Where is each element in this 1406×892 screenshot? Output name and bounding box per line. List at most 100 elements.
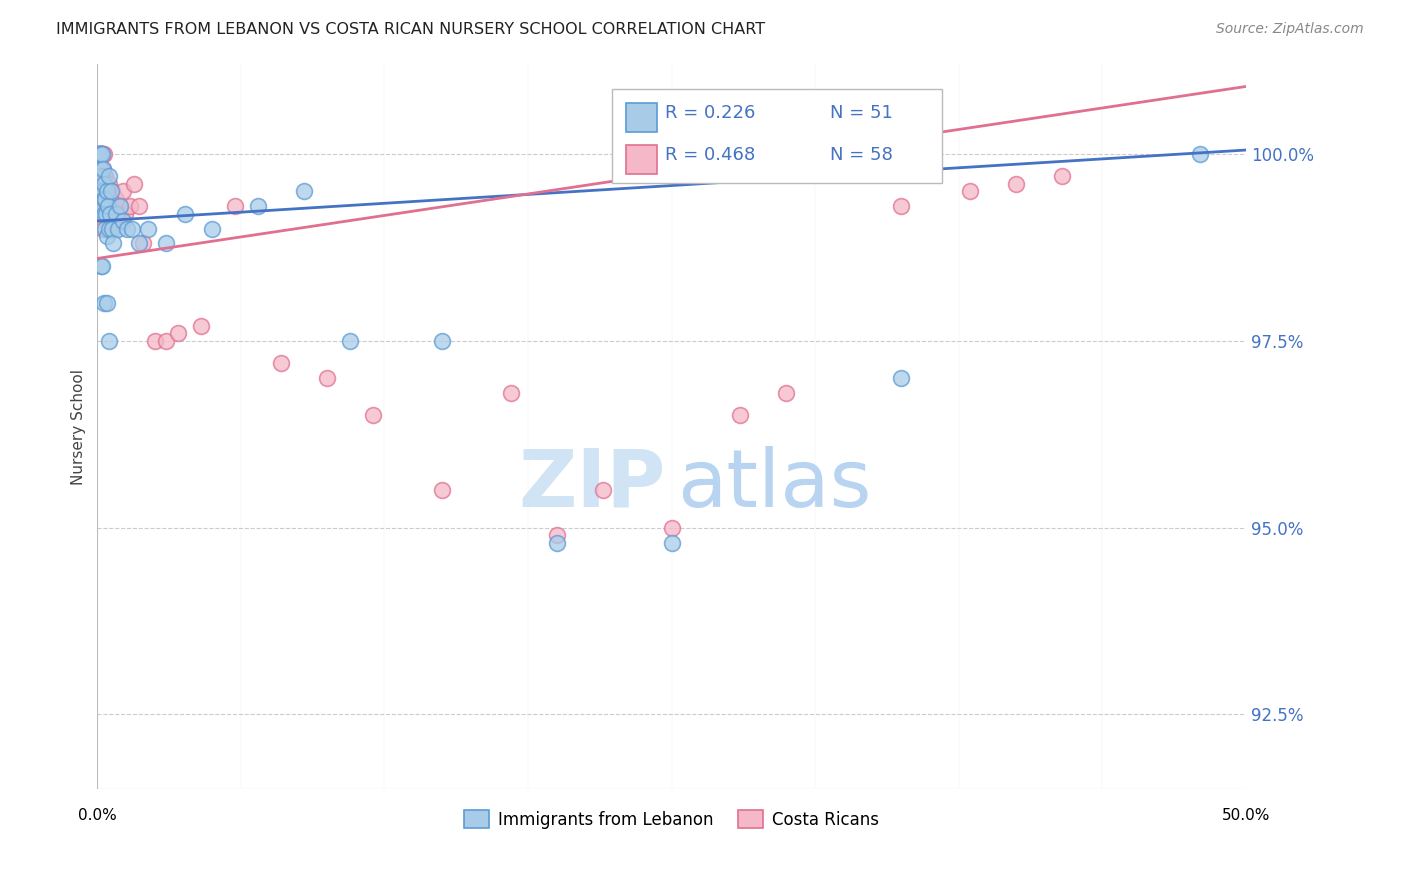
Point	[89, 146, 111, 161]
Point	[93, 146, 115, 161]
Point	[91, 146, 114, 161]
Point	[730, 409, 752, 423]
Point	[90, 169, 112, 184]
Point	[97, 169, 120, 184]
Point	[110, 199, 132, 213]
Text: R = 0.226: R = 0.226	[665, 104, 755, 122]
Text: 50.0%: 50.0%	[1222, 808, 1270, 823]
Point	[91, 221, 114, 235]
Point	[93, 192, 115, 206]
Text: R = 0.468: R = 0.468	[665, 146, 755, 164]
Point	[101, 184, 124, 198]
Point	[89, 146, 111, 161]
Point	[97, 221, 120, 235]
Point	[93, 177, 115, 191]
Point	[87, 146, 110, 161]
Point	[91, 184, 114, 198]
Point	[100, 184, 122, 198]
Point	[110, 199, 132, 213]
Point	[90, 146, 112, 161]
Point	[775, 386, 797, 401]
Point	[104, 192, 127, 206]
Point	[316, 371, 339, 385]
Point	[98, 206, 121, 220]
Point	[430, 483, 453, 498]
Point	[96, 184, 118, 198]
Text: N = 58: N = 58	[830, 146, 893, 164]
Text: Source: ZipAtlas.com: Source: ZipAtlas.com	[1216, 22, 1364, 37]
Text: atlas: atlas	[678, 446, 872, 524]
Point	[270, 356, 292, 370]
Point	[94, 184, 117, 198]
Point	[361, 409, 384, 423]
Point	[91, 184, 114, 198]
Point	[132, 236, 155, 251]
Point	[89, 146, 111, 161]
Point	[1188, 146, 1211, 161]
Point	[91, 146, 114, 161]
Text: 0.0%: 0.0%	[77, 808, 117, 823]
Point	[94, 206, 117, 220]
Point	[91, 146, 114, 161]
Point	[101, 221, 124, 235]
Point	[890, 199, 912, 213]
Point	[292, 184, 315, 198]
Point	[546, 528, 568, 542]
Point	[96, 229, 118, 244]
Point	[97, 334, 120, 348]
Point	[93, 206, 115, 220]
Point	[121, 221, 143, 235]
Point	[107, 221, 129, 235]
Point	[661, 535, 683, 549]
Point	[97, 184, 120, 198]
Point	[91, 161, 114, 176]
Point	[247, 199, 270, 213]
Point	[104, 206, 127, 220]
Point	[93, 296, 115, 310]
Y-axis label: Nursery School: Nursery School	[72, 368, 86, 484]
Point	[94, 192, 117, 206]
Point	[97, 177, 120, 191]
Legend: Immigrants from Lebanon, Costa Ricans: Immigrants from Lebanon, Costa Ricans	[458, 804, 886, 835]
Point	[94, 221, 117, 235]
Point	[111, 184, 134, 198]
Point	[143, 334, 166, 348]
Point	[96, 296, 118, 310]
Point	[90, 259, 112, 273]
Point	[118, 199, 141, 213]
Point	[91, 146, 114, 161]
Point	[103, 236, 125, 251]
Point	[89, 146, 111, 161]
Point	[122, 177, 145, 191]
Point	[91, 259, 114, 273]
Point	[87, 146, 110, 161]
Point	[91, 161, 114, 176]
Point	[190, 318, 212, 333]
Point	[128, 236, 150, 251]
Point	[89, 146, 111, 161]
Point	[136, 221, 159, 235]
Text: ZIP: ZIP	[519, 446, 666, 524]
Point	[499, 386, 522, 401]
Point	[90, 146, 112, 161]
Point	[93, 184, 115, 198]
Point	[661, 520, 683, 534]
Point	[94, 169, 117, 184]
Point	[173, 206, 195, 220]
Point	[94, 199, 117, 213]
Point	[91, 146, 114, 161]
Point	[166, 326, 188, 341]
Point	[115, 221, 138, 235]
Point	[96, 199, 118, 213]
Point	[128, 199, 150, 213]
Text: IMMIGRANTS FROM LEBANON VS COSTA RICAN NURSERY SCHOOL CORRELATION CHART: IMMIGRANTS FROM LEBANON VS COSTA RICAN N…	[56, 22, 765, 37]
Text: N = 51: N = 51	[830, 104, 893, 122]
Point	[111, 214, 134, 228]
Point	[97, 199, 120, 213]
Point	[89, 146, 111, 161]
Point	[93, 177, 115, 191]
Point	[93, 169, 115, 184]
Point	[90, 146, 112, 161]
Point	[201, 221, 224, 235]
Point	[90, 161, 112, 176]
